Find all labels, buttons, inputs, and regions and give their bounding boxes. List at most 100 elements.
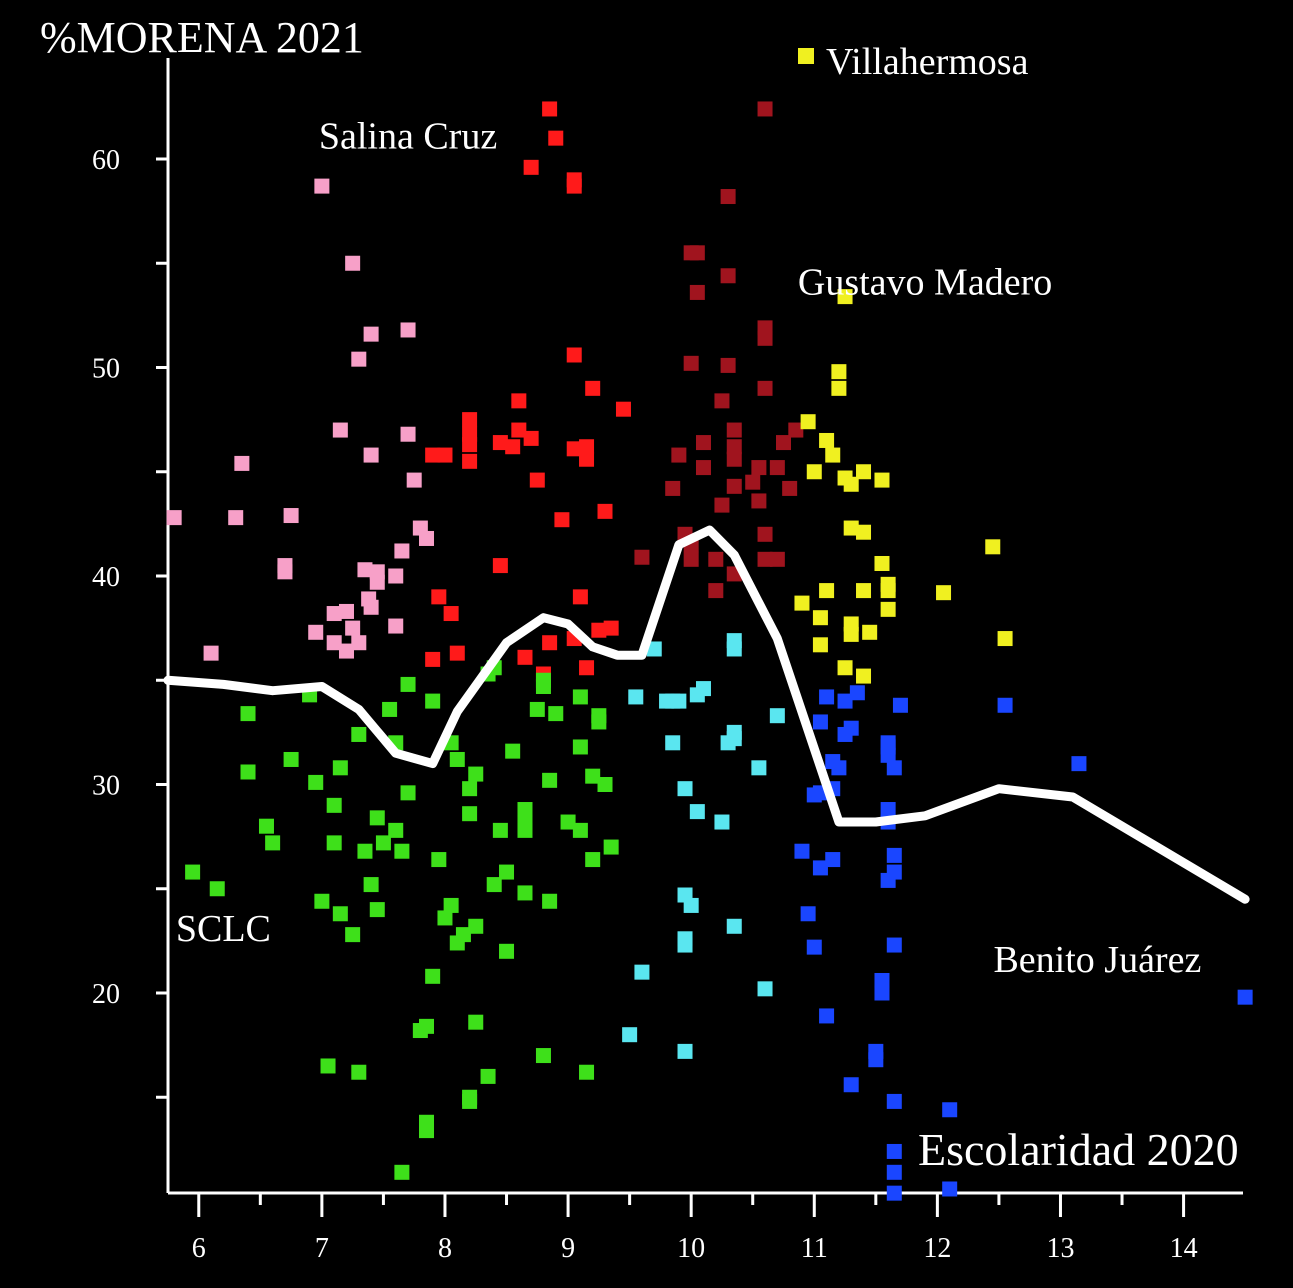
y-tick-label: 20 <box>92 979 120 1010</box>
data-point <box>572 822 588 838</box>
data-point <box>683 355 699 371</box>
data-point <box>361 591 377 607</box>
data-point <box>806 939 822 955</box>
data-point <box>572 739 588 755</box>
data-point <box>1237 989 1253 1005</box>
data-point <box>326 635 342 651</box>
trend-line-group <box>163 525 1250 904</box>
data-point <box>646 641 662 657</box>
data-point <box>462 781 478 797</box>
data-point <box>431 589 447 605</box>
data-point <box>628 689 644 705</box>
data-point <box>277 564 293 580</box>
data-point <box>757 526 773 542</box>
data-point <box>726 918 742 934</box>
data-point <box>308 774 324 790</box>
data-point <box>677 937 693 953</box>
data-point <box>819 432 835 448</box>
data-point <box>535 1048 551 1064</box>
data-point <box>338 643 354 659</box>
data-point <box>499 864 515 880</box>
data-point <box>462 412 478 428</box>
data-point <box>677 781 693 797</box>
legend: Villahermosa <box>798 41 1029 83</box>
x-axis-label: Escolaridad 2020 <box>918 1124 1239 1175</box>
data-point <box>326 797 342 813</box>
data-point <box>597 777 613 792</box>
data-point <box>726 439 742 455</box>
data-point <box>492 822 508 838</box>
data-point <box>511 422 527 438</box>
data-point <box>886 847 902 863</box>
chart-title: %MORENA 2021 <box>40 13 364 62</box>
data-point <box>548 130 564 146</box>
data-point <box>806 464 822 480</box>
data-point <box>708 551 724 567</box>
data-point <box>431 852 447 868</box>
data-point <box>345 620 361 636</box>
data-point <box>234 455 250 471</box>
data-point <box>714 814 730 830</box>
data-point <box>880 735 896 751</box>
data-point <box>677 1043 693 1059</box>
axes: 20 30 40 50 60 6 7 8 9 10 11 12 13 14 <box>92 58 1243 1264</box>
data-point <box>665 735 681 751</box>
data-point <box>800 414 816 430</box>
annotation-label: Benito Juárez <box>993 939 1201 981</box>
data-points <box>166 101 1253 1201</box>
data-point <box>523 430 539 446</box>
x-tick-label: 13 <box>1046 1233 1074 1264</box>
data-point <box>542 893 558 909</box>
data-point <box>517 822 533 838</box>
data-point <box>856 464 872 480</box>
data-point <box>868 1052 884 1068</box>
data-point <box>689 804 705 820</box>
data-point <box>880 601 896 617</box>
annotation-label: Salina Cruz <box>319 116 497 158</box>
data-point <box>369 902 385 918</box>
data-point <box>480 1068 496 1084</box>
data-point <box>708 583 724 599</box>
data-point <box>338 603 354 619</box>
data-point <box>776 435 791 451</box>
data-point <box>757 551 773 567</box>
data-point <box>332 760 348 776</box>
data-point <box>529 472 545 488</box>
data-point <box>425 447 441 463</box>
data-point <box>880 747 896 763</box>
y-tick-label: 50 <box>92 354 120 385</box>
data-point <box>936 585 952 601</box>
data-point <box>603 620 619 636</box>
data-point <box>634 549 650 565</box>
data-point <box>695 435 711 451</box>
data-point <box>394 843 410 859</box>
data-point <box>542 101 558 117</box>
data-point <box>258 818 274 834</box>
data-point <box>382 701 398 717</box>
data-point <box>400 426 416 442</box>
data-point <box>351 635 367 651</box>
data-point <box>320 1058 336 1074</box>
data-point <box>499 943 515 959</box>
data-point <box>812 860 828 876</box>
data-point <box>757 981 773 997</box>
data-point <box>720 357 736 373</box>
data-point <box>585 380 601 396</box>
data-point <box>843 520 859 536</box>
data-point <box>523 159 539 175</box>
annotation-label: Gustavo Madero <box>798 262 1052 304</box>
data-point <box>505 743 521 759</box>
data-point <box>443 897 459 913</box>
data-point <box>886 864 902 880</box>
y-tick-label: 60 <box>92 145 120 176</box>
data-point <box>542 635 558 651</box>
data-point <box>369 810 385 826</box>
data-point <box>443 606 459 622</box>
data-point <box>825 852 841 868</box>
data-point <box>837 693 853 709</box>
data-point <box>683 551 699 567</box>
data-point <box>843 626 859 642</box>
data-point <box>492 558 508 574</box>
data-point <box>825 447 841 463</box>
data-point <box>351 351 367 367</box>
